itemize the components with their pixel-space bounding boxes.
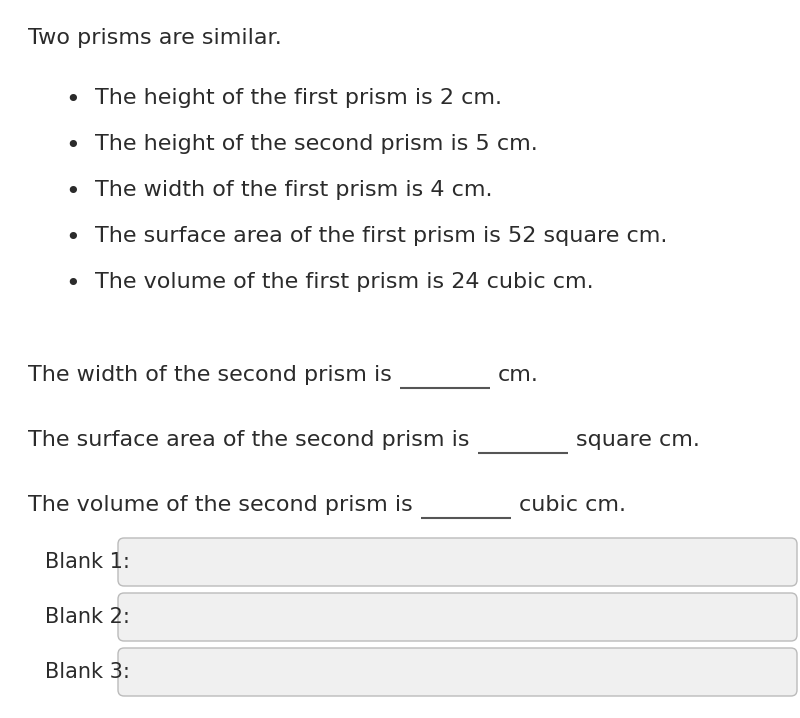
Text: •: • xyxy=(65,226,80,250)
Text: The volume of the first prism is 24 cubic cm.: The volume of the first prism is 24 cubi… xyxy=(95,272,594,292)
Text: The volume of the second prism is: The volume of the second prism is xyxy=(28,495,413,515)
Text: •: • xyxy=(65,180,80,204)
FancyBboxPatch shape xyxy=(118,593,797,641)
Text: cm.: cm. xyxy=(498,365,538,385)
Text: square cm.: square cm. xyxy=(575,430,699,450)
Text: cubic cm.: cubic cm. xyxy=(518,495,626,515)
Text: The height of the second prism is 5 cm.: The height of the second prism is 5 cm. xyxy=(95,134,538,154)
Text: Blank 3:: Blank 3: xyxy=(45,662,130,682)
Text: The surface area of the second prism is: The surface area of the second prism is xyxy=(28,430,470,450)
Text: The width of the first prism is 4 cm.: The width of the first prism is 4 cm. xyxy=(95,180,493,200)
Text: The height of the first prism is 2 cm.: The height of the first prism is 2 cm. xyxy=(95,88,502,108)
Text: •: • xyxy=(65,134,80,158)
Text: Two prisms are similar.: Two prisms are similar. xyxy=(28,28,282,48)
Text: •: • xyxy=(65,272,80,296)
Text: The surface area of the first prism is 52 square cm.: The surface area of the first prism is 5… xyxy=(95,226,667,246)
Text: •: • xyxy=(65,88,80,112)
FancyBboxPatch shape xyxy=(118,648,797,696)
Text: Blank 2:: Blank 2: xyxy=(45,607,130,627)
Text: The width of the second prism is: The width of the second prism is xyxy=(28,365,392,385)
Text: Blank 1:: Blank 1: xyxy=(45,552,130,572)
FancyBboxPatch shape xyxy=(118,538,797,586)
